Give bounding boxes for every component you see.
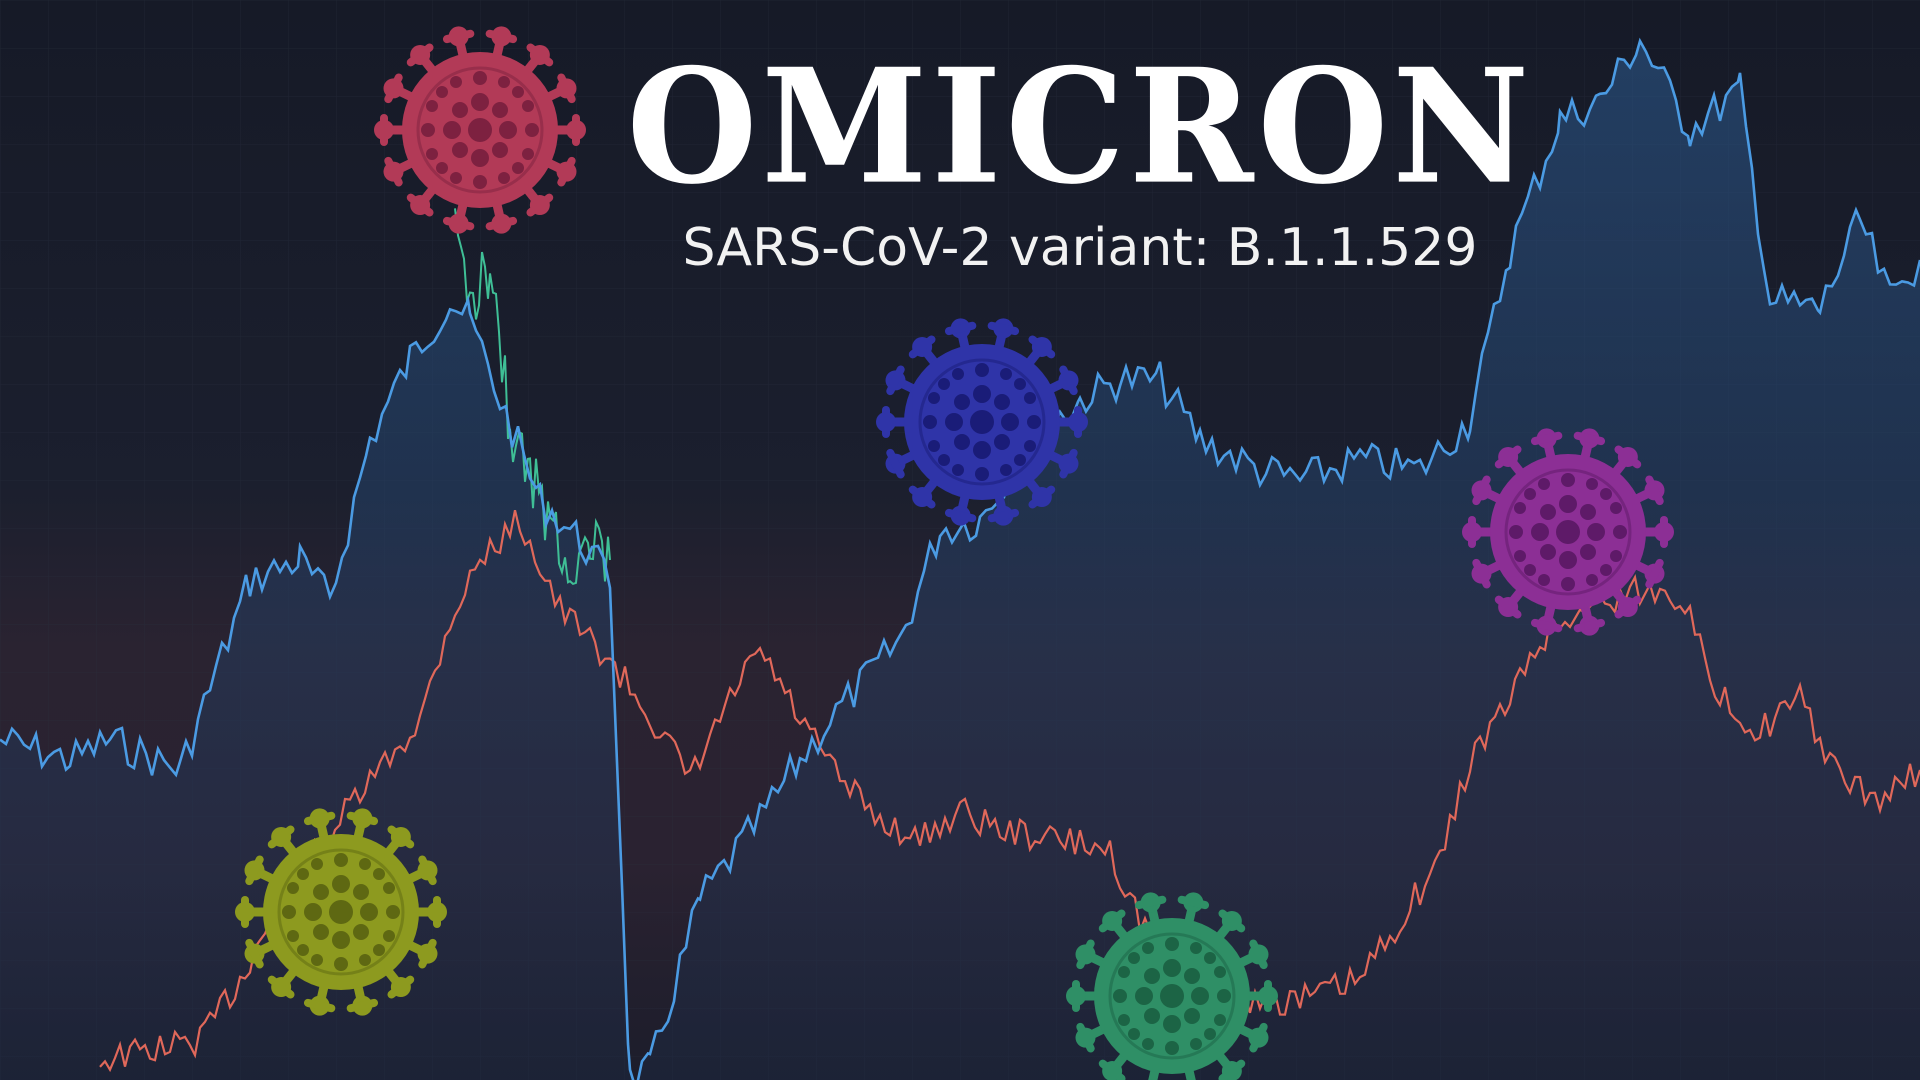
page-subtitle: SARS-CoV-2 variant: B.1.1.529 [682, 218, 1478, 278]
virus-blue-icon [876, 318, 1088, 526]
page-title: OMICRON [626, 34, 1534, 220]
virus-green-icon [1066, 892, 1278, 1080]
virus-olive-icon [235, 808, 447, 1016]
virus-purple-icon [1462, 428, 1674, 636]
blue-series-line [0, 37, 1920, 1080]
red-series-line [99, 509, 1920, 1073]
blue-series-area [0, 41, 1920, 1080]
virus-red-icon [374, 26, 586, 234]
green-series-line [454, 208, 611, 586]
